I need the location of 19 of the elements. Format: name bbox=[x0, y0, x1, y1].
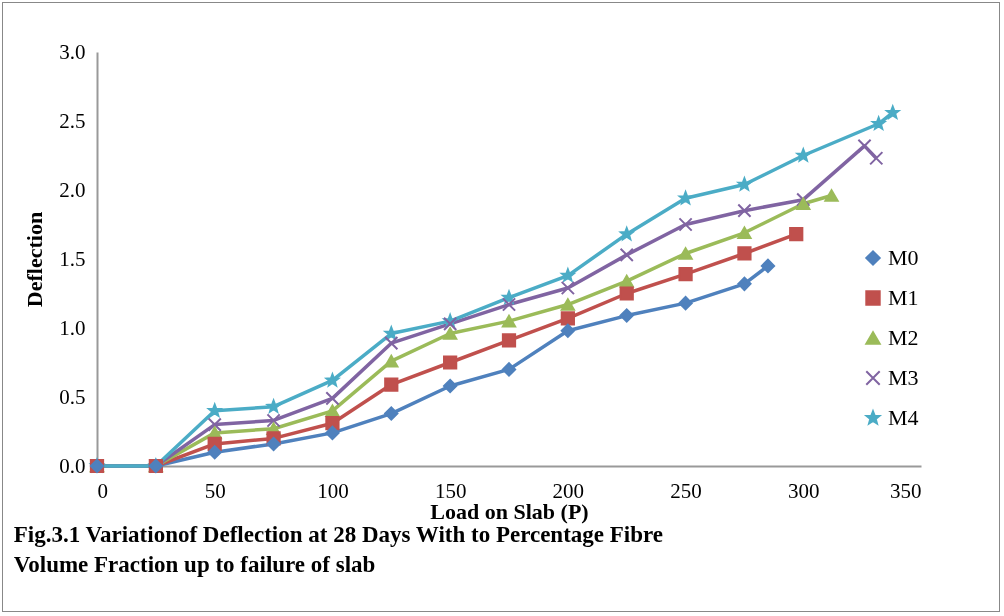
y-tick-label: 2.0 bbox=[59, 177, 86, 202]
y-tick-label: 2.5 bbox=[59, 108, 86, 133]
y-tick-label: 3.0 bbox=[59, 39, 86, 64]
legend-label: M2 bbox=[888, 325, 919, 350]
y-axis-title: Deflection bbox=[22, 211, 48, 308]
y-tick-label: 1.0 bbox=[59, 315, 86, 340]
x-tick-label: 100 bbox=[317, 478, 349, 503]
x-tick-label: 350 bbox=[890, 478, 922, 503]
x-tick-label: 50 bbox=[204, 478, 226, 503]
x-tick-label: 250 bbox=[670, 478, 702, 503]
legend-label: M1 bbox=[888, 285, 919, 310]
y-tick-label: 0.5 bbox=[59, 384, 86, 409]
legend-label: M0 bbox=[888, 245, 919, 270]
x-tick-label: 0 bbox=[97, 478, 108, 503]
y-tick-label: 0.0 bbox=[59, 453, 86, 478]
legend-label: M3 bbox=[888, 365, 919, 390]
legend-label: M4 bbox=[888, 405, 919, 430]
x-tick-label: 300 bbox=[788, 478, 820, 503]
y-tick-label: 1.5 bbox=[59, 246, 86, 271]
